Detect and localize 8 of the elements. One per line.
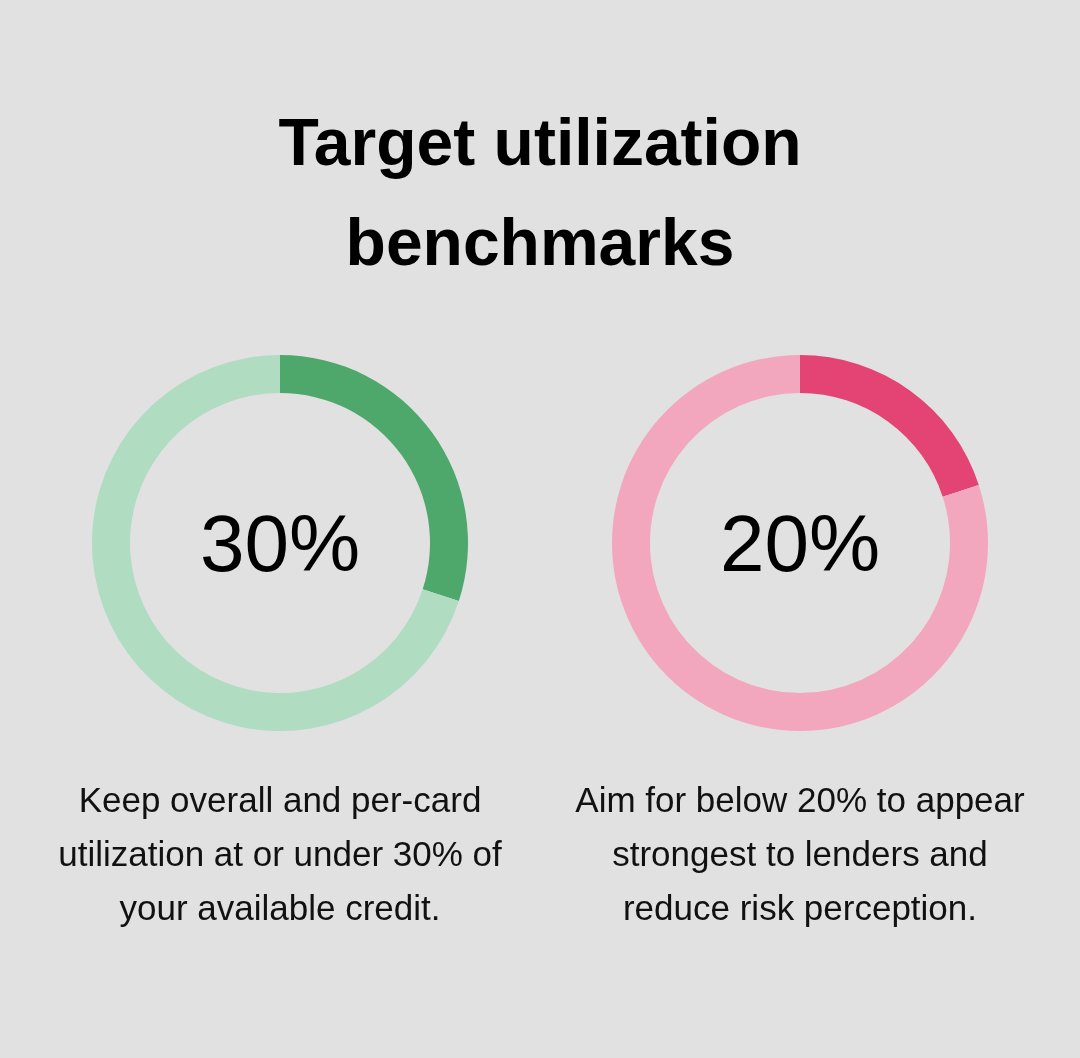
text: 20% [719, 499, 881, 588]
donut-slice [800, 355, 979, 497]
chart-title: Target utilization benchmarks [278, 105, 802, 279]
text: Keep overall and per-card utilization at or under 30% of your available credit. [58, 780, 503, 927]
text: Aim for below 20% to appear strongest to lenders and reduce risk perception. [575, 780, 1026, 927]
donut-slice [92, 355, 459, 731]
donut-slice [612, 355, 988, 731]
text: 30% [199, 499, 361, 588]
